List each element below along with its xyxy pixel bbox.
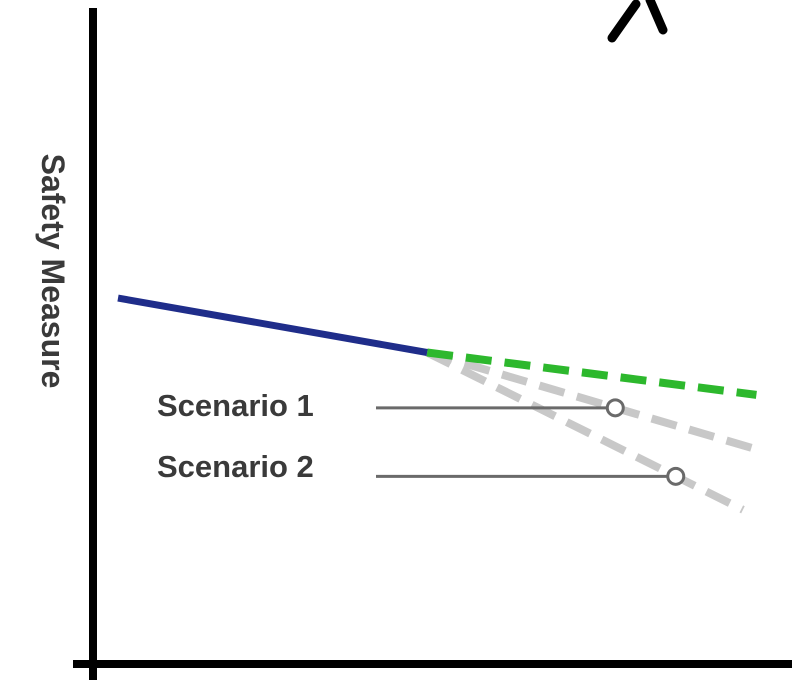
annotation-marker-1 — [605, 398, 625, 418]
series-layer — [117, 294, 758, 514]
series-line-0 — [117, 294, 428, 356]
annotation-marker-2 — [666, 466, 686, 486]
series-line-1 — [426, 348, 757, 399]
series-line-2 — [425, 348, 758, 454]
series-line-3 — [425, 348, 745, 514]
annotation-layer: Scenario 1 Scenario 2 — [157, 388, 686, 486]
y-axis-label: Safety Measure — [35, 154, 71, 389]
annotation-label-1: Scenario 1 — [157, 388, 314, 423]
pen-stroke-mark — [607, 0, 668, 43]
annotation-label-2: Scenario 2 — [157, 449, 314, 484]
